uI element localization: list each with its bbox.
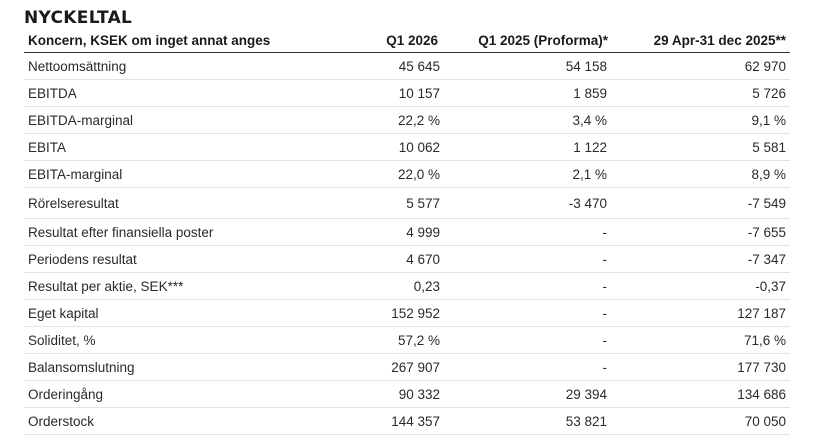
- cell-q1-2026: 57,2 %: [286, 326, 442, 354]
- cell-q1-2025: -: [442, 218, 612, 246]
- column-header-period-2025: 29 Apr-31 dec 2025**: [612, 29, 790, 53]
- table-row: Periodens resultat 4 670 - -7 347: [24, 245, 790, 273]
- cell-q1-2026: 144 357: [286, 407, 442, 435]
- table-row: EBITA 10 062 1 122 5 581: [24, 133, 790, 161]
- cell-q1-2026: 5 577: [286, 187, 442, 219]
- cell-period-2025: 62 970: [612, 52, 790, 80]
- cell-q1-2025: -: [442, 272, 612, 300]
- cell-period-2025: -7 347: [612, 245, 790, 273]
- cell-q1-2026: 10 157: [286, 79, 442, 107]
- cell-q1-2026: 22,2 %: [286, 106, 442, 134]
- cell-q1-2025: 1 859: [442, 79, 612, 107]
- row-label: Balansomslutning: [24, 353, 286, 381]
- table-row: Balansomslutning 267 907 - 177 730: [24, 353, 790, 381]
- table-row: Eget kapital 152 952 - 127 187: [24, 299, 790, 327]
- cell-period-2025: 8,9 %: [612, 160, 790, 188]
- table-body: Nettoomsättning 45 645 54 158 62 970 EBI…: [24, 52, 790, 435]
- row-label: Nettoomsättning: [24, 52, 286, 80]
- cell-period-2025: -7 655: [612, 218, 790, 246]
- cell-period-2025: 127 187: [612, 299, 790, 327]
- table-row: EBITDA 10 157 1 859 5 726: [24, 79, 790, 107]
- row-label: EBITDA: [24, 79, 286, 107]
- header-row: Koncern, KSEK om inget annat anges Q1 20…: [24, 29, 790, 53]
- table-row: Orderstock 144 357 53 821 70 050: [24, 407, 790, 435]
- cell-q1-2026: 0,23: [286, 272, 442, 300]
- cell-period-2025: 71,6 %: [612, 326, 790, 354]
- cell-q1-2026: 10 062: [286, 133, 442, 161]
- table-row: EBITDA-marginal 22,2 % 3,4 % 9,1 %: [24, 106, 790, 134]
- cell-q1-2026: 45 645: [286, 52, 442, 80]
- row-label: Rörelseresultat: [24, 187, 286, 219]
- table-row: Soliditet, % 57,2 % - 71,6 %: [24, 326, 790, 354]
- cell-q1-2025: -: [442, 326, 612, 354]
- row-label: EBITA-marginal: [24, 160, 286, 188]
- cell-q1-2025: 53 821: [442, 407, 612, 435]
- cell-q1-2025: 2,1 %: [442, 160, 612, 188]
- cell-period-2025: -7 549: [612, 187, 790, 219]
- table-header: Koncern, KSEK om inget annat anges Q1 20…: [24, 29, 790, 53]
- cell-period-2025: -0,37: [612, 272, 790, 300]
- column-header-metric: Koncern, KSEK om inget annat anges: [24, 29, 286, 53]
- cell-q1-2026: 267 907: [286, 353, 442, 381]
- cell-q1-2026: 90 332: [286, 380, 442, 408]
- cell-period-2025: 177 730: [612, 353, 790, 381]
- row-label: EBITDA-marginal: [24, 106, 286, 134]
- table-row: Resultat efter finansiella poster 4 999 …: [24, 218, 790, 246]
- cell-period-2025: 9,1 %: [612, 106, 790, 134]
- row-label: Orderstock: [24, 407, 286, 435]
- cell-q1-2025: -: [442, 353, 612, 381]
- row-label: Periodens resultat: [24, 245, 286, 273]
- row-label: Eget kapital: [24, 299, 286, 327]
- row-label: Resultat efter finansiella poster: [24, 218, 286, 246]
- cell-period-2025: 5 581: [612, 133, 790, 161]
- cell-period-2025: 134 686: [612, 380, 790, 408]
- column-header-q1-2025-proforma: Q1 2025 (Proforma)*: [442, 29, 612, 53]
- cell-q1-2025: -3 470: [442, 187, 612, 219]
- row-label: EBITA: [24, 133, 286, 161]
- cell-q1-2025: 54 158: [442, 52, 612, 80]
- table-row: Nettoomsättning 45 645 54 158 62 970: [24, 52, 790, 80]
- cell-period-2025: 5 726: [612, 79, 790, 107]
- cell-q1-2025: 3,4 %: [442, 106, 612, 134]
- row-label: Resultat per aktie, SEK***: [24, 272, 286, 300]
- cell-q1-2025: -: [442, 299, 612, 327]
- cell-q1-2025: 1 122: [442, 133, 612, 161]
- cell-q1-2025: -: [442, 245, 612, 273]
- cell-q1-2026: 22,0 %: [286, 160, 442, 188]
- cell-q1-2025: 29 394: [442, 380, 612, 408]
- table-row: Orderingång 90 332 29 394 134 686: [24, 380, 790, 408]
- table-row: Rörelseresultat 5 577 -3 470 -7 549: [24, 187, 790, 219]
- row-label: Orderingång: [24, 380, 286, 408]
- page-title: NYCKELTAL: [24, 8, 133, 28]
- key-figures-table: Koncern, KSEK om inget annat anges Q1 20…: [24, 29, 790, 435]
- column-header-q1-2026: Q1 2026: [286, 29, 442, 53]
- cell-q1-2026: 152 952: [286, 299, 442, 327]
- row-label: Soliditet, %: [24, 326, 286, 354]
- cell-q1-2026: 4 670: [286, 245, 442, 273]
- table-row: EBITA-marginal 22,0 % 2,1 % 8,9 %: [24, 160, 790, 188]
- table-row: Resultat per aktie, SEK*** 0,23 - -0,37: [24, 272, 790, 300]
- cell-period-2025: 70 050: [612, 407, 790, 435]
- cell-q1-2026: 4 999: [286, 218, 442, 246]
